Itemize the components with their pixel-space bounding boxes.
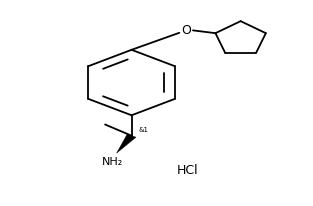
Polygon shape [117, 134, 136, 153]
Text: HCl: HCl [177, 164, 198, 177]
Text: NH₂: NH₂ [102, 157, 124, 167]
Text: &1: &1 [138, 127, 148, 133]
Text: O: O [181, 24, 191, 37]
